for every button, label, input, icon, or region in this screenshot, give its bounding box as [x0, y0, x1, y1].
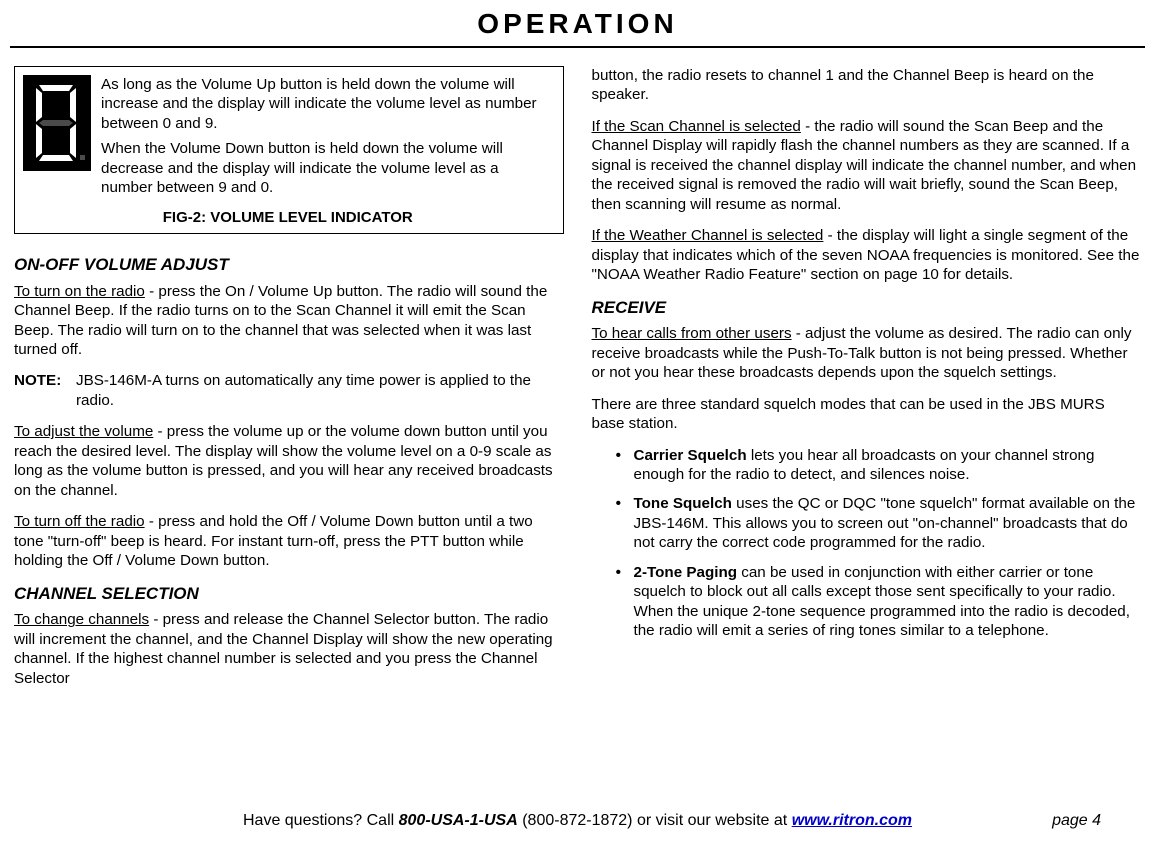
- receive-heading: RECEIVE: [592, 297, 1142, 319]
- list-item: 2-Tone Paging can be used in conjunction…: [616, 563, 1142, 641]
- channel-p1-lead: To change channels: [14, 611, 149, 628]
- onoff-p3-lead: To turn off the radio: [14, 513, 145, 530]
- footer-phone-bold: 800-USA-1-USA: [399, 812, 518, 829]
- channel-para-2: If the Scan Channel is selected - the ra…: [592, 117, 1142, 214]
- figure-para-2: When the Volume Down button is held down…: [101, 139, 553, 197]
- figure-2-top: As long as the Volume Up button is held …: [23, 75, 553, 204]
- figure-2-text: As long as the Volume Up button is held …: [101, 75, 553, 204]
- onoff-para-2: To adjust the volume - press the volume …: [14, 422, 564, 500]
- seven-segment-display-icon: [23, 75, 91, 171]
- page-number: page 4: [1052, 812, 1101, 830]
- bullet-lead: Carrier Squelch: [634, 447, 747, 464]
- onoff-para-1: To turn on the radio - press the On / Vo…: [14, 282, 564, 360]
- right-column: button, the radio resets to channel 1 an…: [592, 66, 1142, 700]
- list-item: Carrier Squelch lets you hear all broadc…: [616, 446, 1142, 485]
- channel-p2-lead: If the Scan Channel is selected: [592, 118, 801, 135]
- channel-para-1: To change channels - press and release t…: [14, 610, 564, 688]
- figure-2-caption: FIG-2: VOLUME LEVEL INDICATOR: [23, 208, 553, 227]
- bullet-lead: Tone Squelch: [634, 495, 732, 512]
- squelch-modes-list: Carrier Squelch lets you hear all broadc…: [592, 446, 1142, 641]
- left-column: As long as the Volume Up button is held …: [14, 66, 564, 700]
- page-footer: Have questions? Call 800-USA-1-USA (800-…: [0, 812, 1155, 830]
- channel-heading: CHANNEL SELECTION: [14, 583, 564, 605]
- onoff-heading: ON-OFF VOLUME ADJUST: [14, 254, 564, 276]
- channel-p3-lead: If the Weather Channel is selected: [592, 227, 824, 244]
- page-title: OPERATION: [0, 0, 1155, 46]
- list-item: Tone Squelch uses the QC or DQC "tone sq…: [616, 494, 1142, 552]
- onoff-para-3: To turn off the radio - press and hold t…: [14, 512, 564, 570]
- onoff-p2-lead: To adjust the volume: [14, 423, 153, 440]
- content-columns: As long as the Volume Up button is held …: [0, 48, 1155, 700]
- channel-para-1-cont: button, the radio resets to channel 1 an…: [592, 66, 1142, 105]
- footer-website-link[interactable]: www.ritron.com: [792, 812, 912, 829]
- footer-text: Have questions? Call 800-USA-1-USA (800-…: [14, 812, 1141, 830]
- footer-pre: Have questions? Call: [243, 812, 399, 829]
- figure-para-1: As long as the Volume Up button is held …: [101, 75, 553, 133]
- receive-para-2: There are three standard squelch modes t…: [592, 395, 1142, 434]
- receive-para-1: To hear calls from other users - adjust …: [592, 324, 1142, 382]
- figure-2-box: As long as the Volume Up button is held …: [14, 66, 564, 234]
- note-label: NOTE:: [14, 371, 76, 410]
- bullet-lead: 2-Tone Paging: [634, 564, 738, 581]
- onoff-p1-lead: To turn on the radio: [14, 283, 145, 300]
- note-body: JBS-146M-A turns on automatically any ti…: [76, 371, 564, 410]
- onoff-note: NOTE: JBS-146M-A turns on automatically …: [14, 371, 564, 410]
- receive-p1-lead: To hear calls from other users: [592, 325, 792, 342]
- footer-phone-paren: (800-872-1872) or visit our website at: [518, 812, 792, 829]
- channel-para-3: If the Weather Channel is selected - the…: [592, 226, 1142, 284]
